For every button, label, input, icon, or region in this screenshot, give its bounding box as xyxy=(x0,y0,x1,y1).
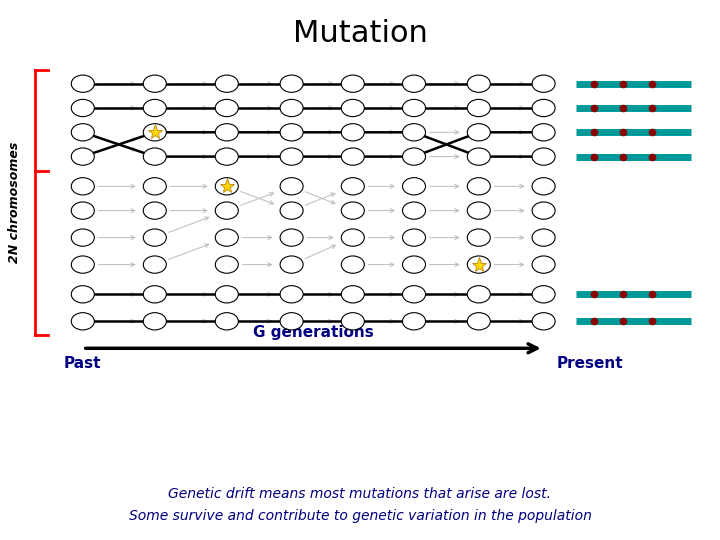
Circle shape xyxy=(402,229,426,246)
Circle shape xyxy=(143,202,166,219)
Circle shape xyxy=(341,178,364,195)
Text: Past: Past xyxy=(64,356,102,372)
Circle shape xyxy=(467,202,490,219)
Circle shape xyxy=(341,124,364,141)
Circle shape xyxy=(71,229,94,246)
Circle shape xyxy=(341,229,364,246)
Circle shape xyxy=(467,178,490,195)
Circle shape xyxy=(467,256,490,273)
Circle shape xyxy=(532,229,555,246)
Circle shape xyxy=(71,75,94,92)
Text: 2N chromosomes: 2N chromosomes xyxy=(8,142,21,263)
Text: Present: Present xyxy=(557,356,624,372)
Circle shape xyxy=(215,286,238,303)
Circle shape xyxy=(71,286,94,303)
Circle shape xyxy=(280,178,303,195)
Circle shape xyxy=(215,202,238,219)
Circle shape xyxy=(341,148,364,165)
Text: Some survive and contribute to genetic variation in the population: Some survive and contribute to genetic v… xyxy=(129,509,591,523)
Circle shape xyxy=(143,99,166,117)
Circle shape xyxy=(467,229,490,246)
Circle shape xyxy=(215,148,238,165)
Circle shape xyxy=(71,202,94,219)
Circle shape xyxy=(467,286,490,303)
Circle shape xyxy=(532,202,555,219)
Text: G generations: G generations xyxy=(253,325,374,340)
Circle shape xyxy=(143,75,166,92)
Circle shape xyxy=(280,99,303,117)
Circle shape xyxy=(402,178,426,195)
Circle shape xyxy=(280,256,303,273)
Circle shape xyxy=(402,99,426,117)
Circle shape xyxy=(215,313,238,330)
Circle shape xyxy=(280,124,303,141)
Circle shape xyxy=(71,256,94,273)
Circle shape xyxy=(215,99,238,117)
Circle shape xyxy=(532,75,555,92)
Circle shape xyxy=(215,178,238,195)
Text: Mutation: Mutation xyxy=(292,19,428,48)
Circle shape xyxy=(341,75,364,92)
Circle shape xyxy=(143,178,166,195)
Circle shape xyxy=(532,286,555,303)
Circle shape xyxy=(467,124,490,141)
Circle shape xyxy=(402,286,426,303)
Circle shape xyxy=(402,148,426,165)
Circle shape xyxy=(532,148,555,165)
Circle shape xyxy=(280,229,303,246)
Circle shape xyxy=(71,313,94,330)
Circle shape xyxy=(71,178,94,195)
Circle shape xyxy=(341,99,364,117)
Circle shape xyxy=(402,256,426,273)
Circle shape xyxy=(215,75,238,92)
Circle shape xyxy=(341,286,364,303)
Circle shape xyxy=(143,124,166,141)
Text: Genetic drift means most mutations that arise are lost.: Genetic drift means most mutations that … xyxy=(168,487,552,501)
Circle shape xyxy=(280,286,303,303)
Circle shape xyxy=(402,124,426,141)
Circle shape xyxy=(71,148,94,165)
Circle shape xyxy=(467,148,490,165)
Circle shape xyxy=(143,148,166,165)
Circle shape xyxy=(215,124,238,141)
Circle shape xyxy=(341,313,364,330)
Circle shape xyxy=(341,256,364,273)
Circle shape xyxy=(532,178,555,195)
Circle shape xyxy=(215,256,238,273)
Circle shape xyxy=(71,99,94,117)
Circle shape xyxy=(467,313,490,330)
Circle shape xyxy=(467,99,490,117)
Circle shape xyxy=(143,256,166,273)
Circle shape xyxy=(143,229,166,246)
Circle shape xyxy=(280,148,303,165)
Circle shape xyxy=(532,124,555,141)
Circle shape xyxy=(341,202,364,219)
Circle shape xyxy=(280,75,303,92)
Circle shape xyxy=(71,124,94,141)
Circle shape xyxy=(402,313,426,330)
Circle shape xyxy=(143,313,166,330)
Circle shape xyxy=(402,202,426,219)
Circle shape xyxy=(467,75,490,92)
Circle shape xyxy=(402,75,426,92)
Circle shape xyxy=(532,99,555,117)
Circle shape xyxy=(532,256,555,273)
Circle shape xyxy=(280,202,303,219)
Circle shape xyxy=(280,313,303,330)
Circle shape xyxy=(143,286,166,303)
Circle shape xyxy=(215,229,238,246)
Circle shape xyxy=(532,313,555,330)
